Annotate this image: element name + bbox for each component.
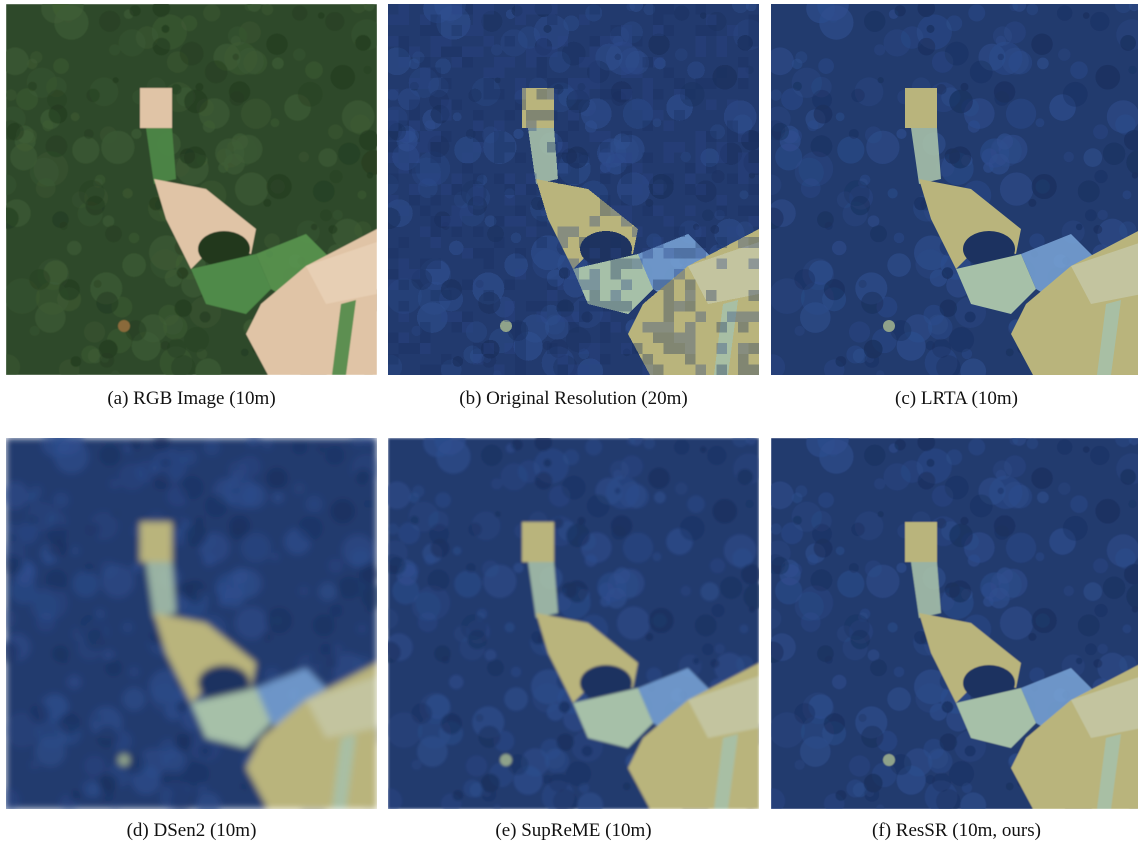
panel-c-lrta (771, 4, 1138, 375)
panel-f-ressr (771, 438, 1138, 809)
caption-e: (e) SupReME (10m) (495, 820, 652, 841)
satellite-image-b (388, 4, 759, 375)
satellite-image-e (388, 438, 759, 809)
caption-a: (a) RGB Image (10m) (107, 388, 276, 409)
satellite-image-f (771, 438, 1138, 809)
panel-e-supreme (388, 438, 759, 809)
satellite-image-c (771, 4, 1138, 375)
caption-f: (f) ResSR (10m, ours) (872, 820, 1041, 841)
caption-b: (b) Original Resolution (20m) (459, 388, 688, 409)
caption-d: (d) DSen2 (10m) (126, 820, 257, 841)
satellite-image-d (6, 438, 377, 809)
caption-c: (c) LRTA (10m) (895, 388, 1018, 409)
panel-b-original-resolution (388, 4, 759, 375)
panel-d-dsen2 (6, 438, 377, 809)
satellite-image-a (6, 4, 377, 375)
panel-a-rgb-image (6, 4, 377, 375)
